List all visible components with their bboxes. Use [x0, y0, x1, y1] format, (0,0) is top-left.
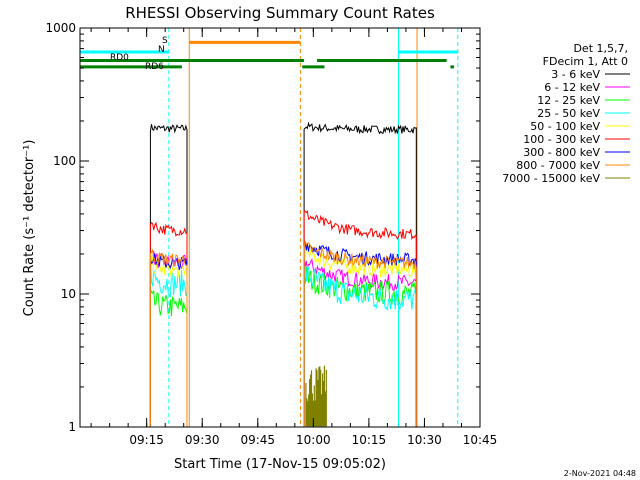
legend-header: FDecim 1, Att 0 [543, 55, 628, 68]
y-tick-label: 1 [68, 420, 76, 434]
legend-label: 800 - 7000 keV [516, 159, 600, 172]
series-line-1 [303, 255, 417, 427]
y-tick-label: 10 [61, 287, 76, 301]
axes: 1 10 100 1000 09:15 09:30 09:45 10:00 10:15 10:30… [45, 21, 497, 447]
flag-label-night-flag: N [158, 45, 165, 55]
x-tick-label: 10:45 [463, 433, 498, 447]
x-tick-label: 10:15 [352, 433, 387, 447]
series-line-7 [149, 248, 188, 427]
series-line-5 [149, 221, 188, 427]
x-tick-label: 09:45 [240, 433, 275, 447]
legend-label: 100 - 300 keV [523, 133, 600, 146]
series-line-3 [303, 264, 417, 427]
x-tick-label: 09:15 [129, 433, 164, 447]
series-line-7 [303, 240, 417, 427]
x-tick-label: 09:30 [185, 433, 220, 447]
x-axis-label: Start Time (17-Nov-15 09:05:02) [174, 457, 386, 472]
series-line-3 [149, 262, 188, 427]
legend-header: Det 1,5,7, [573, 42, 628, 55]
series-line-0 [149, 124, 188, 427]
y-tick-label: 1000 [45, 21, 76, 35]
chart-title: RHESSI Observing Summary Count Rates [125, 4, 435, 22]
legend-label: 50 - 100 keV [530, 120, 600, 133]
x-tick-label: 10:30 [407, 433, 442, 447]
x-tick-label: 10:00 [296, 433, 331, 447]
legend-label: 6 - 12 keV [544, 81, 600, 94]
flag-label-rd6-flag: RD6 [145, 62, 164, 72]
legend-label: 7000 - 15000 keV [502, 172, 600, 185]
series-line-2 [303, 266, 417, 427]
series-line-5 [303, 210, 417, 427]
plot-frame [79, 27, 481, 428]
flag-label-saa-flag: S [162, 36, 168, 46]
series-line-0 [303, 121, 417, 427]
timestamp: 2-Nov-2021 04:48 [564, 469, 636, 478]
series-line-2 [149, 290, 188, 427]
series-bars-high-energy [305, 365, 327, 427]
legend-label: 25 - 50 keV [537, 107, 600, 120]
legend-label: 12 - 25 keV [537, 94, 600, 107]
series-line-6 [149, 253, 188, 427]
plot-area: SN RD0 RD6 [79, 28, 459, 427]
y-axis-label: Count Rate (s⁻¹ detector⁻¹) [22, 140, 37, 317]
legend-label: 3 - 6 keV [551, 68, 600, 81]
legend-label: 300 - 800 keV [523, 146, 600, 159]
series-line-4 [303, 245, 417, 427]
y-tick-label: 100 [53, 154, 76, 168]
flag-label-rd0-flag: RD0 [110, 53, 129, 63]
